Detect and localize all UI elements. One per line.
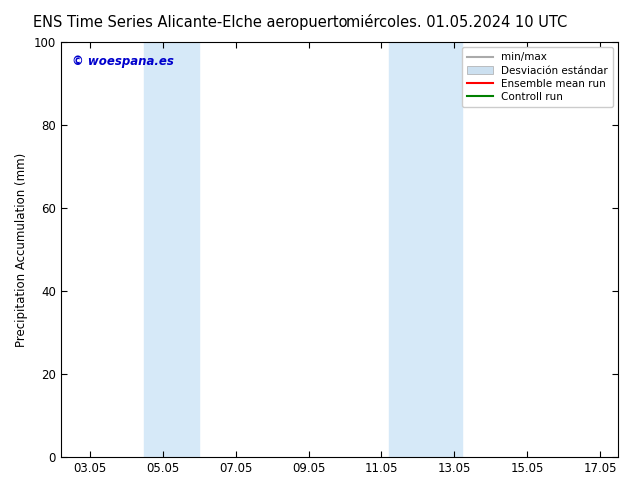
Bar: [145, 42, 199, 457]
Y-axis label: Precipitation Accumulation (mm): Precipitation Accumulation (mm): [15, 152, 28, 347]
Text: miércoles. 01.05.2024 10 UTC: miércoles. 01.05.2024 10 UTC: [346, 15, 567, 30]
Bar: [389, 42, 462, 457]
Legend: min/max, Desviación estándar, Ensemble mean run, Controll run: min/max, Desviación estándar, Ensemble m…: [462, 47, 613, 107]
Text: © woespana.es: © woespana.es: [72, 54, 174, 68]
Text: ENS Time Series Alicante-Elche aeropuerto: ENS Time Series Alicante-Elche aeropuert…: [33, 15, 347, 30]
